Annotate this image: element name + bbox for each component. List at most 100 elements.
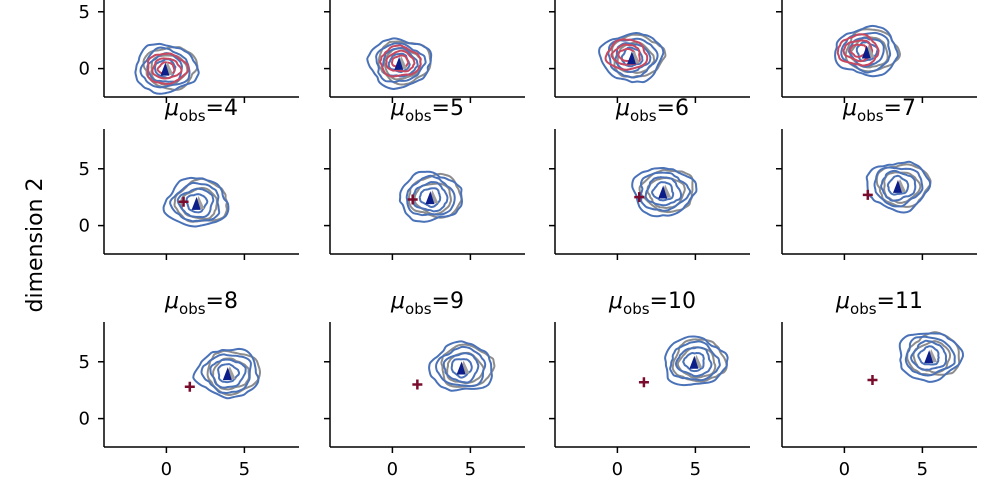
panel-6: μobs=6 [549,96,750,260]
mu-value: =8 [206,289,238,314]
obs-subscript: obs [179,107,206,125]
blue-contour [674,346,713,378]
red-contour [379,44,422,78]
gray-contour [383,46,422,81]
mu-symbol: μ [390,96,405,121]
blue-contour [162,176,230,228]
blue-contour [631,166,698,218]
panel-3: μobs=3 [776,0,977,103]
observation-marker [184,381,195,392]
panel-title: μobs=7 [842,96,916,125]
blue-contour [442,352,480,384]
x-tick-label: 5 [465,459,476,480]
plot-area [867,331,964,385]
center-navy-mark [861,45,871,59]
blue-contour [398,170,464,223]
center-navy-mark [222,367,232,381]
mu-value: =10 [650,289,696,314]
y-tick-label: 0 [79,216,90,237]
blue-contour [834,24,899,78]
obs-subscript: obs [179,300,206,318]
mu-value: =7 [884,96,916,121]
gray-contour [440,343,496,388]
observation-marker [407,194,418,205]
panel-5: μobs=5 [324,96,525,260]
plot-area [834,24,902,78]
blue-contour [192,347,260,400]
blue-contour [176,187,215,219]
observation-marker [178,196,189,207]
panels-grid: μobs=005μobs=1μobs=2μobs=3μobs=405μobs=5… [79,0,977,480]
panel-7: μobs=7 [776,96,977,260]
mu-symbol: μ [164,289,179,314]
panel-0: μobs=005 [79,0,299,103]
gray-contour [616,41,656,74]
blue-contour [669,340,721,382]
blue-contour [418,187,442,208]
panel-title: μobs=8 [164,289,238,318]
obs-subscript: obs [857,107,884,125]
x-tick-label: 0 [387,459,398,480]
plot-area [134,42,200,95]
red-contour [151,57,183,80]
blue-contour [865,160,932,214]
y-tick-label: 5 [79,159,90,180]
blue-contour [644,176,683,207]
plot-area [398,170,464,223]
red-contour [385,49,416,73]
panel-1: μobs=1 [324,0,525,103]
plot-area [162,176,230,228]
panel-title: μobs=6 [615,96,689,125]
observation-marker [638,377,649,388]
blue-contour [873,166,924,208]
plot-area [412,340,496,392]
blue-contour [209,358,247,389]
observation-marker [634,192,645,203]
panel-title: μobs=11 [835,289,923,318]
center-navy-mark [627,51,636,65]
blue-contour [664,335,729,387]
blue-contour [405,174,456,217]
panel-10: μobs=10 0 5 [549,289,750,480]
center-navy-mark [160,62,170,76]
x-tick-label: 0 [612,459,623,480]
red-contour [604,38,649,71]
blue-contour [598,31,665,84]
obs-subscript: obs [623,300,650,318]
y-tick-label: 0 [79,409,90,430]
mu-symbol: μ [835,289,850,314]
panel-title: μobs=4 [164,96,238,125]
obs-subscript: obs [405,107,432,125]
center-navy-mark [456,361,466,375]
mu-value: =4 [206,96,238,121]
x-tick-label: 5 [239,459,250,480]
panel-9: μobs=9 0 5 [324,289,525,480]
blue-contour [607,37,659,79]
panel-title: μobs=9 [390,289,464,318]
plot-area [184,347,262,400]
blue-contour [910,339,948,371]
observation-marker [867,374,878,385]
mu-symbol: μ [608,289,623,314]
plot-area [631,166,698,218]
plot-area [638,335,729,388]
gray-contour [671,338,728,383]
observation-marker [412,379,423,390]
blue-contour [428,340,493,392]
x-tick-label: 5 [917,459,928,480]
panel-title: μobs=10 [608,289,696,318]
blue-contour [375,42,427,84]
mu-value: =5 [432,96,464,121]
red-contour [849,43,868,58]
blue-contour [134,42,200,95]
plot-area [862,160,932,214]
plot-area [598,31,667,84]
mu-symbol: μ [842,96,857,121]
y-tick-label: 5 [79,2,90,23]
blue-contour [200,353,252,395]
gray-contour [413,182,452,216]
blue-contour [651,181,675,202]
mu-symbol: μ [390,289,405,314]
gray-contour [844,28,902,73]
